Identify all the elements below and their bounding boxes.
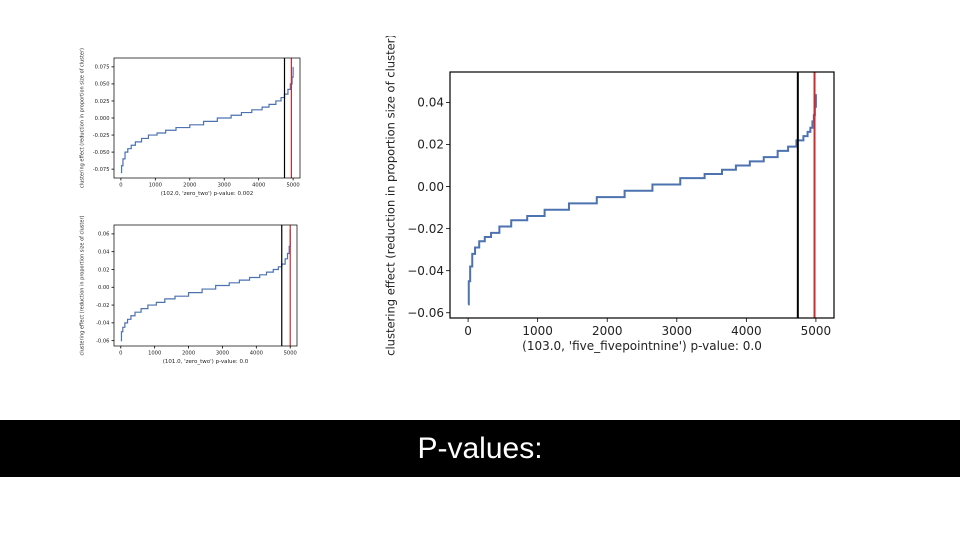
- y-tick-label: 0.000: [95, 116, 110, 122]
- y-axis-label: clustering effect (reduction in proporti…: [80, 48, 86, 188]
- x-tick-label: 5000: [801, 324, 832, 338]
- x-tick-label: 3000: [216, 351, 229, 357]
- series-line: [120, 229, 291, 342]
- x-axis-label: (101.0, 'zero_two') p-value: 0.0: [163, 359, 249, 365]
- plot-frame: [113, 224, 298, 347]
- y-tick-label: 0.04: [417, 96, 444, 110]
- y-tick-label: 0.02: [98, 267, 110, 273]
- y-tick-label: 0.025: [95, 99, 110, 105]
- x-tick-label: 2000: [592, 324, 623, 338]
- series-line: [120, 66, 294, 174]
- x-tick-label: 2000: [182, 351, 195, 357]
- x-tick-label: 0: [119, 351, 122, 357]
- x-tick-label: 2000: [183, 183, 196, 189]
- x-tick-label: 5000: [284, 351, 297, 357]
- y-tick-label: 0.00: [417, 180, 444, 194]
- y-tick-label: -0.050: [93, 150, 110, 156]
- caption-text: P-values:: [417, 431, 543, 465]
- y-tick-label: −0.06: [407, 306, 444, 320]
- y-tick-label: -0.025: [93, 133, 110, 139]
- y-tick-label: −0.02: [407, 222, 444, 236]
- y-tick-label: 0.075: [95, 65, 110, 71]
- x-tick-label: 3000: [662, 324, 693, 338]
- plot-frame: [113, 57, 301, 179]
- x-tick-label: 0: [119, 183, 122, 189]
- chart-small-top: 0 1000 2000 3000 4000 5000 -0.075 -0.050 -0.025 0…: [80, 48, 301, 197]
- y-tick-label: -0.04: [96, 321, 110, 327]
- y-tick-label: -0.075: [93, 167, 110, 173]
- x-tick-label: 0: [464, 324, 472, 338]
- x-tick-label: 4000: [252, 183, 265, 189]
- y-axis-label: clustering effect (reduction in proporti…: [80, 216, 86, 356]
- series-line: [467, 94, 817, 306]
- x-axis-label: (102.0, 'zero_two') p-value: 0.002: [161, 191, 254, 197]
- x-tick-label: 1000: [522, 324, 553, 338]
- y-tick-label: 0.02: [417, 138, 444, 152]
- x-tick-label: 1000: [148, 351, 161, 357]
- x-tick-label: 1000: [149, 183, 162, 189]
- chart-small-bottom: 0 1000 2000 3000 4000 5000 -0.06 -0.04 -0.02 0.00…: [80, 216, 298, 365]
- x-tick-label: 4000: [250, 351, 263, 357]
- x-tick-label: 4000: [731, 324, 762, 338]
- y-tick-label: 0.050: [95, 82, 110, 88]
- x-tick-label: 3000: [218, 183, 231, 189]
- y-tick-label: 0.00: [98, 285, 110, 291]
- y-tick-label: 0.06: [98, 232, 110, 238]
- x-axis-label: (103.0, 'five_fivepointnine') p-value: 0…: [522, 339, 762, 353]
- y-tick-label: -0.02: [96, 303, 109, 309]
- y-tick-label: 0.04: [98, 250, 110, 256]
- chart-large: 0 1000 2000 3000 4000 5000 −0.06 −0.04 −0.02 0.00…: [384, 36, 835, 356]
- y-tick-label: -0.06: [96, 338, 109, 344]
- caption-bar: P-values:: [0, 420, 960, 477]
- x-tick-label: 5000: [287, 183, 300, 189]
- y-tick-label: −0.04: [407, 264, 444, 278]
- plot-frame: [449, 71, 835, 319]
- y-axis-label: clustering effect (reduction in proporti…: [384, 36, 398, 356]
